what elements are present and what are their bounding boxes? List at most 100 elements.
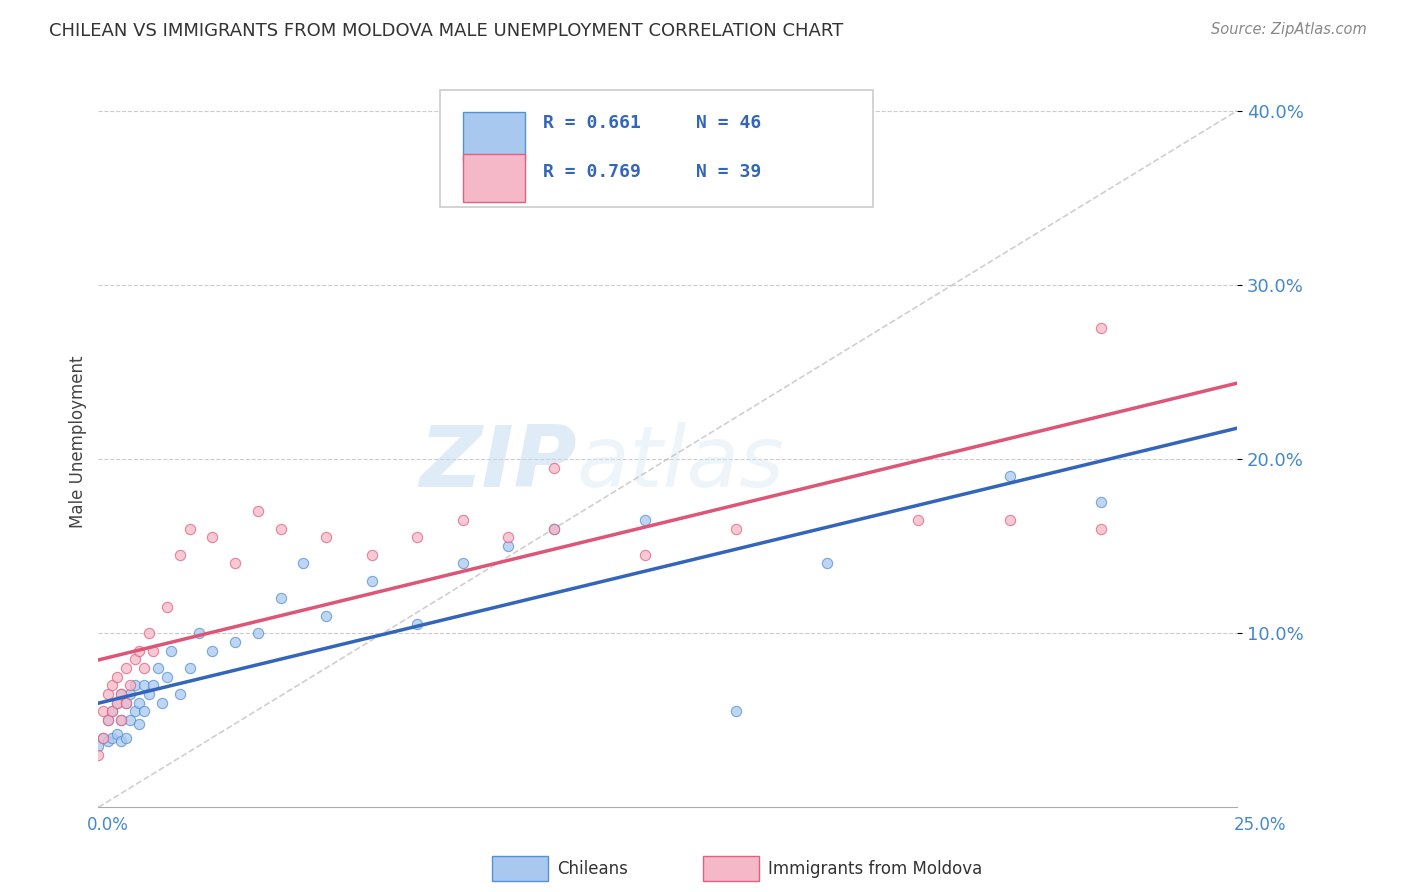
Text: 0.0%: 0.0% <box>87 816 129 834</box>
Point <box>114 731 136 745</box>
Point <box>150 696 173 710</box>
Point <box>91 731 114 745</box>
Point <box>360 574 382 588</box>
Point <box>169 548 191 562</box>
Point <box>315 608 337 623</box>
Point <box>105 696 128 710</box>
Point <box>120 713 142 727</box>
Point <box>132 661 155 675</box>
FancyBboxPatch shape <box>463 112 526 160</box>
Text: ZIP: ZIP <box>419 422 576 505</box>
Point <box>270 522 292 536</box>
Point <box>114 661 136 675</box>
Point <box>179 661 201 675</box>
Point <box>246 504 269 518</box>
Point <box>270 591 292 606</box>
Point <box>360 548 382 562</box>
Point <box>1090 495 1112 509</box>
Point <box>96 734 118 748</box>
Point <box>224 557 246 571</box>
Point <box>91 731 114 745</box>
Point <box>1090 321 1112 335</box>
FancyBboxPatch shape <box>463 154 526 202</box>
Point <box>101 705 124 719</box>
Point <box>169 687 191 701</box>
FancyBboxPatch shape <box>440 90 873 208</box>
Point <box>998 513 1021 527</box>
Point <box>87 747 110 762</box>
Point <box>110 713 132 727</box>
Point <box>146 661 169 675</box>
Point <box>634 548 657 562</box>
Point <box>101 705 124 719</box>
Point <box>110 734 132 748</box>
Point <box>406 617 429 632</box>
Point <box>132 705 155 719</box>
Point <box>156 670 179 684</box>
Point <box>451 513 474 527</box>
Text: Chileans: Chileans <box>557 860 627 878</box>
Point <box>114 696 136 710</box>
Point <box>110 713 132 727</box>
Point <box>815 557 838 571</box>
Point <box>498 539 520 553</box>
Text: R = 0.661: R = 0.661 <box>543 114 641 132</box>
Point <box>132 678 155 692</box>
Point <box>246 626 269 640</box>
Point <box>128 716 150 731</box>
Point <box>114 696 136 710</box>
Point <box>634 513 657 527</box>
Point <box>96 687 118 701</box>
Point <box>179 522 201 536</box>
Point <box>1090 522 1112 536</box>
Point <box>725 705 748 719</box>
Point <box>201 530 224 544</box>
Point <box>998 469 1021 483</box>
Point <box>105 696 128 710</box>
Text: N = 39: N = 39 <box>696 163 762 181</box>
Point <box>96 713 118 727</box>
Text: CHILEAN VS IMMIGRANTS FROM MOLDOVA MALE UNEMPLOYMENT CORRELATION CHART: CHILEAN VS IMMIGRANTS FROM MOLDOVA MALE … <box>49 22 844 40</box>
Point <box>128 643 150 657</box>
Point <box>543 460 565 475</box>
Point <box>124 652 146 666</box>
Point <box>224 635 246 649</box>
Point <box>105 670 128 684</box>
Point <box>96 713 118 727</box>
Point <box>451 557 474 571</box>
Point <box>201 643 224 657</box>
Point <box>142 678 165 692</box>
Point <box>907 513 929 527</box>
Point <box>498 530 520 544</box>
Y-axis label: Male Unemployment: Male Unemployment <box>69 355 87 528</box>
Text: R = 0.769: R = 0.769 <box>543 163 641 181</box>
Point <box>187 626 209 640</box>
Point <box>160 643 183 657</box>
Point <box>101 731 124 745</box>
Point <box>315 530 337 544</box>
Text: Immigrants from Moldova: Immigrants from Moldova <box>768 860 981 878</box>
Point <box>124 678 146 692</box>
Text: N = 46: N = 46 <box>696 114 762 132</box>
Text: atlas: atlas <box>576 422 785 505</box>
Point <box>138 626 160 640</box>
Point <box>105 727 128 741</box>
Point <box>120 687 142 701</box>
Point <box>124 705 146 719</box>
Point <box>138 687 160 701</box>
Point <box>110 687 132 701</box>
Text: 25.0%: 25.0% <box>1234 816 1286 834</box>
Point <box>128 696 150 710</box>
Point <box>156 599 179 614</box>
Text: Source: ZipAtlas.com: Source: ZipAtlas.com <box>1211 22 1367 37</box>
Point <box>120 678 142 692</box>
Point <box>543 522 565 536</box>
Point <box>142 643 165 657</box>
Point <box>292 557 315 571</box>
Point <box>725 522 748 536</box>
Point <box>543 522 565 536</box>
Point <box>101 678 124 692</box>
Point <box>91 705 114 719</box>
Point <box>406 530 429 544</box>
Point <box>110 687 132 701</box>
